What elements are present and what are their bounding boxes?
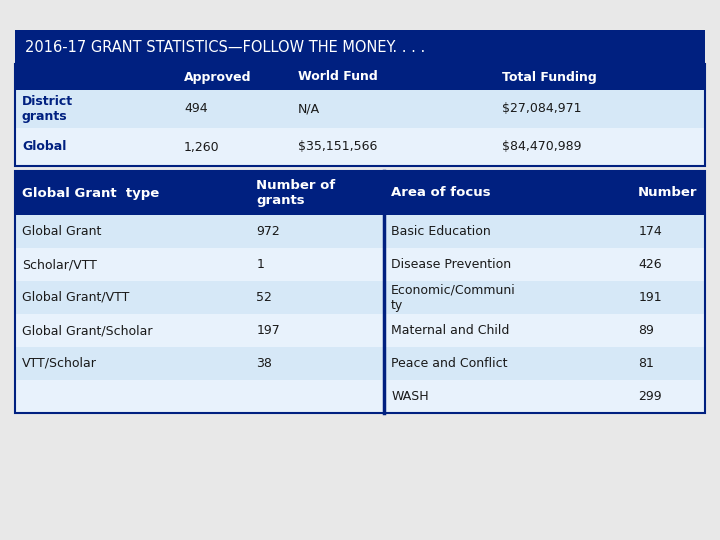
Bar — [15, 281, 249, 314]
Bar — [15, 128, 177, 166]
Text: 52: 52 — [256, 291, 272, 304]
Bar — [631, 380, 705, 413]
Bar — [384, 347, 631, 380]
Bar — [177, 128, 291, 166]
Bar — [631, 281, 705, 314]
Text: Total Funding: Total Funding — [502, 71, 596, 84]
Bar — [495, 64, 705, 90]
Text: N/A: N/A — [298, 103, 320, 116]
Bar — [15, 64, 177, 90]
Text: 89: 89 — [638, 324, 654, 337]
Text: Global Grant: Global Grant — [22, 225, 102, 238]
Bar — [15, 90, 177, 128]
Text: $84,470,989: $84,470,989 — [502, 140, 581, 153]
Text: Basic Education: Basic Education — [391, 225, 491, 238]
Bar — [15, 64, 705, 166]
Bar — [249, 347, 384, 380]
Bar — [631, 215, 705, 248]
Text: Approved: Approved — [184, 71, 252, 84]
Text: $35,151,566: $35,151,566 — [298, 140, 377, 153]
Bar — [249, 248, 384, 281]
Bar — [631, 347, 705, 380]
Text: World Fund: World Fund — [298, 71, 378, 84]
Text: 174: 174 — [638, 225, 662, 238]
Bar — [495, 128, 705, 166]
Bar — [249, 314, 384, 347]
Bar — [384, 314, 631, 347]
Text: VTT/Scholar: VTT/Scholar — [22, 357, 97, 370]
Text: Disease Prevention: Disease Prevention — [391, 258, 511, 271]
Bar — [15, 347, 249, 380]
Text: Global: Global — [22, 140, 66, 153]
Bar — [384, 171, 631, 215]
Bar — [384, 380, 631, 413]
Text: 972: 972 — [256, 225, 280, 238]
Text: Number of
grants: Number of grants — [256, 179, 336, 207]
Bar — [249, 171, 384, 215]
Bar — [384, 248, 631, 281]
Bar — [291, 64, 495, 90]
Text: $27,084,971: $27,084,971 — [502, 103, 581, 116]
Bar — [249, 380, 384, 413]
Text: Global Grant  type: Global Grant type — [22, 186, 159, 199]
Bar — [15, 314, 249, 347]
Text: District
grants: District grants — [22, 95, 73, 123]
Text: Economic/Communi
ty: Economic/Communi ty — [391, 284, 516, 312]
Bar — [15, 171, 705, 413]
Text: 1: 1 — [256, 258, 264, 271]
Text: 38: 38 — [256, 357, 272, 370]
Bar — [291, 128, 495, 166]
Bar — [631, 314, 705, 347]
Text: WASH: WASH — [391, 390, 429, 403]
Bar — [177, 64, 291, 90]
Text: 426: 426 — [638, 258, 662, 271]
Bar — [384, 215, 631, 248]
Bar — [177, 90, 291, 128]
Text: Peace and Conflict: Peace and Conflict — [391, 357, 508, 370]
Text: 81: 81 — [638, 357, 654, 370]
Bar — [15, 30, 705, 64]
Bar — [291, 90, 495, 128]
Text: Global Grant/VTT: Global Grant/VTT — [22, 291, 130, 304]
Bar — [15, 171, 249, 215]
Bar — [15, 215, 249, 248]
Bar — [495, 90, 705, 128]
Bar — [15, 248, 249, 281]
Text: Area of focus: Area of focus — [391, 186, 491, 199]
Text: 1,260: 1,260 — [184, 140, 220, 153]
Text: Maternal and Child: Maternal and Child — [391, 324, 510, 337]
Text: Scholar/VTT: Scholar/VTT — [22, 258, 97, 271]
Bar — [384, 281, 631, 314]
Bar — [15, 380, 249, 413]
Bar — [631, 171, 705, 215]
Text: 299: 299 — [638, 390, 662, 403]
Text: Global Grant/Scholar: Global Grant/Scholar — [22, 324, 153, 337]
Text: 191: 191 — [638, 291, 662, 304]
Bar — [249, 215, 384, 248]
Bar — [631, 248, 705, 281]
Text: 2016-17 GRANT STATISTICS—FOLLOW THE MONEY. . . .: 2016-17 GRANT STATISTICS—FOLLOW THE MONE… — [25, 39, 426, 55]
Bar — [249, 281, 384, 314]
Text: Number: Number — [638, 186, 698, 199]
Text: 494: 494 — [184, 103, 208, 116]
Text: 197: 197 — [256, 324, 280, 337]
